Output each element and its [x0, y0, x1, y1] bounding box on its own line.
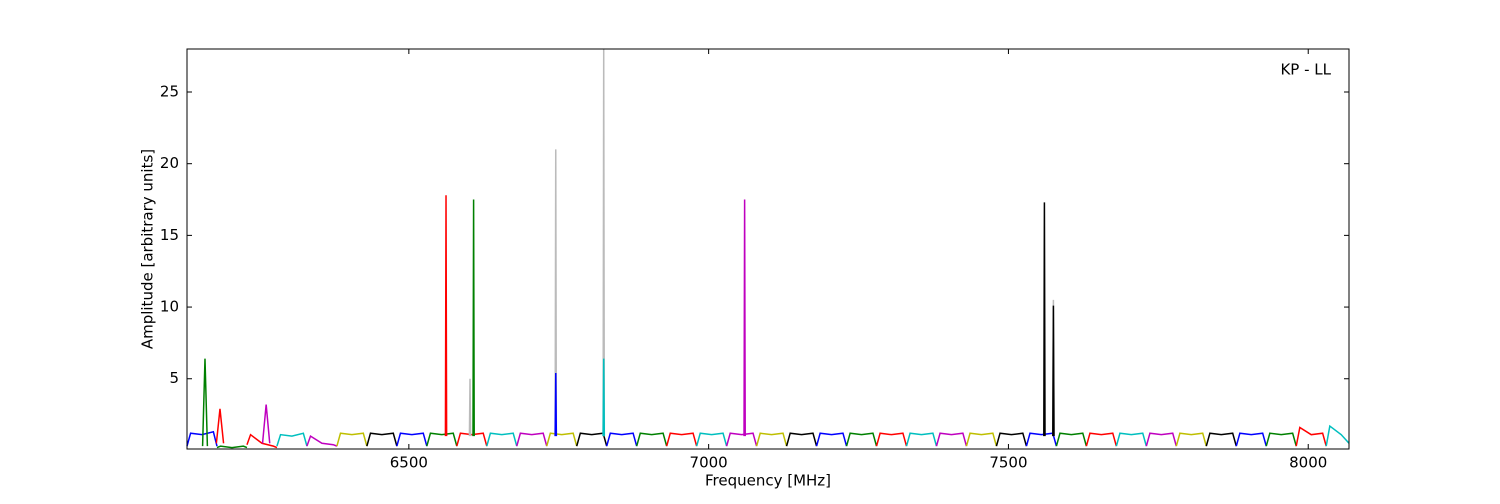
- spectrum-line: [1025, 432, 1058, 447]
- spectrum-line: [186, 430, 218, 447]
- y-tick-label: 5: [169, 369, 179, 387]
- spectrum-line: [366, 432, 398, 447]
- y-tick-label: 25: [160, 83, 179, 101]
- spectrum-line: [875, 432, 908, 447]
- x-axis-label: Frequency [MHz]: [705, 472, 831, 490]
- x-tick-label: 7500: [989, 454, 1027, 472]
- spectrum-line: [576, 432, 608, 447]
- spectrum-line: [486, 432, 518, 447]
- y-axis-label: Amplitude [arbitrary units]: [139, 149, 157, 349]
- spectrum-line: [215, 408, 225, 444]
- spectrum-line: [605, 432, 638, 447]
- spectrum-line: [602, 358, 606, 437]
- spectrum-line: [785, 432, 818, 447]
- spectrum-line: [472, 199, 475, 437]
- spectrum-line: [1085, 432, 1118, 447]
- spectrum-line: [755, 432, 788, 447]
- spectrum-line: [995, 432, 1028, 447]
- spectrum-line: [1235, 432, 1267, 447]
- spectrum-line: [554, 373, 558, 437]
- y-tick-label: 10: [160, 298, 179, 316]
- spectrum-line: [1052, 305, 1055, 437]
- spectrum-line: [468, 378, 472, 437]
- spectrum-line: [336, 432, 368, 447]
- spectrum-line: [665, 432, 698, 447]
- spectrum-line: [306, 434, 338, 447]
- spectrum-line: [1205, 432, 1238, 447]
- spectrum-line: [815, 432, 848, 447]
- spectrum-line: [1145, 432, 1178, 447]
- spectrum-line: [845, 432, 878, 447]
- x-tick-label: 7000: [690, 454, 728, 472]
- spectrum-line: [444, 195, 448, 437]
- spectrum-line: [635, 432, 668, 447]
- spectrum-line: [725, 432, 758, 447]
- y-tick-label: 15: [160, 226, 179, 244]
- spectrum-line: [905, 432, 938, 447]
- spectrum-line: [201, 358, 209, 447]
- plot-area: [186, 48, 1350, 449]
- spectrum-line: [246, 433, 278, 449]
- spectrum-line: [261, 404, 271, 444]
- spectrum-line: [1115, 432, 1148, 447]
- annotation: KP - LL: [1280, 61, 1331, 79]
- spectrum-line: [965, 432, 998, 447]
- spectrum-line: [1265, 432, 1297, 447]
- spectrum-line: [516, 432, 548, 447]
- spectrum-line: [935, 432, 968, 447]
- spectrum-line: [456, 432, 488, 447]
- spectrum-line: [276, 432, 308, 447]
- spectrum-line: [546, 432, 578, 447]
- spectrum-line: [396, 432, 428, 447]
- spectrum-line: [1175, 432, 1208, 447]
- axes-frame: [186, 48, 1350, 450]
- spectrum-line: [1325, 424, 1350, 447]
- x-tick-label: 6500: [390, 454, 428, 472]
- x-tick-label: 8000: [1289, 454, 1327, 472]
- spectrum-line: [426, 432, 458, 447]
- spectrum-line: [743, 199, 746, 437]
- spectrum-line: [1295, 426, 1327, 447]
- spectrum-line: [1055, 432, 1088, 447]
- spectrum-line: [695, 432, 728, 447]
- spectrum-line: [216, 445, 248, 449]
- y-tick-label: 20: [160, 154, 179, 172]
- spectrum-line: [554, 149, 558, 437]
- spectrum-line: [1043, 202, 1046, 437]
